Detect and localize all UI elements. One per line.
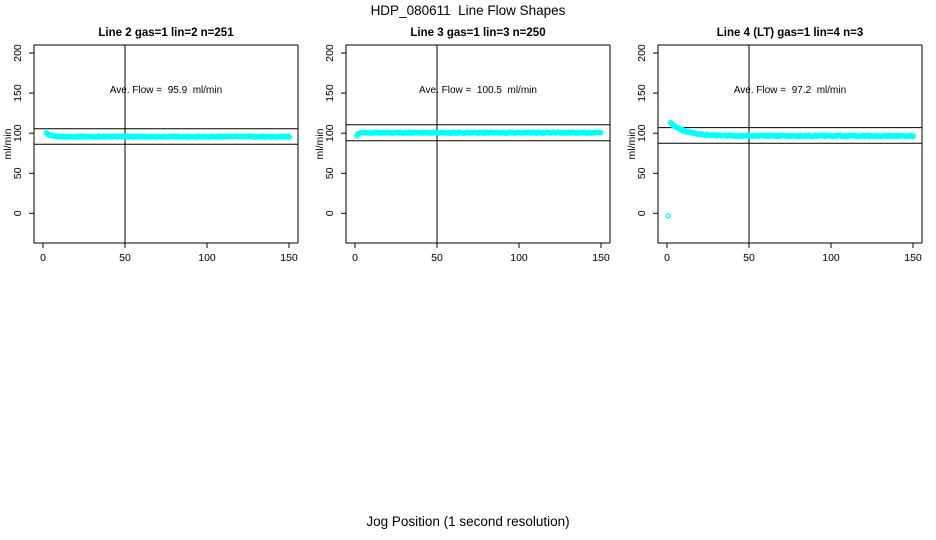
y-axis-title: ml/min bbox=[2, 128, 14, 159]
y-tick-label: 100 bbox=[636, 124, 648, 142]
data-points bbox=[353, 129, 604, 139]
data-points bbox=[665, 119, 917, 219]
data-point bbox=[910, 133, 917, 139]
y-tick-label: 200 bbox=[12, 44, 24, 62]
y-tick-label: 200 bbox=[636, 44, 648, 62]
x-tick-label: 0 bbox=[664, 252, 670, 264]
x-tick-label: 50 bbox=[743, 252, 755, 264]
x-tick-label: 0 bbox=[352, 252, 358, 264]
y-tick-label: 0 bbox=[12, 210, 24, 216]
y-tick-label: 150 bbox=[12, 84, 24, 102]
x-tick-label: 0 bbox=[40, 252, 46, 264]
x-tick-label: 50 bbox=[431, 252, 443, 264]
avg-flow-annotation: Ave. Flow = 97.2 ml/min bbox=[734, 85, 846, 96]
y-tick-label: 150 bbox=[324, 84, 336, 102]
avg-flow-annotation: Ave. Flow = 100.5 ml/min bbox=[419, 85, 537, 96]
y-axis-title: ml/min bbox=[626, 128, 638, 159]
data-point bbox=[597, 129, 604, 136]
chart-title: HDP_080611 Line Flow Shapes bbox=[370, 3, 566, 18]
x-axis-label: Jog Position (1 second resolution) bbox=[366, 514, 570, 529]
y-tick-label: 0 bbox=[324, 210, 336, 216]
x-tick-label: 150 bbox=[280, 252, 298, 264]
y-tick-label: 150 bbox=[636, 84, 648, 102]
y-tick-label: 50 bbox=[12, 167, 24, 179]
y-axis-title: ml/min bbox=[314, 128, 326, 159]
panel-2: 0 50 100 150 0 50 100 150 200 ml/min Line 3 gas=1 … bbox=[314, 27, 611, 264]
y-tick-label: 50 bbox=[636, 167, 648, 179]
plot-box bbox=[657, 44, 923, 244]
outlier-point bbox=[665, 212, 672, 219]
y-tick-label: 0 bbox=[636, 210, 648, 216]
x-tick-label: 100 bbox=[510, 252, 528, 264]
panel-3: 0 50 100 150 0 50 100 150 200 ml/min Line 4 (LT) g… bbox=[626, 27, 923, 264]
x-tick-label: 150 bbox=[904, 252, 922, 264]
x-tick-label: 100 bbox=[198, 252, 216, 264]
x-tick-label: 50 bbox=[119, 252, 131, 264]
panel-title: Line 2 gas=1 lin=2 n=251 bbox=[98, 27, 234, 39]
y-tick-label: 100 bbox=[324, 124, 336, 142]
x-tick-label: 150 bbox=[592, 252, 610, 264]
panel-title: Line 4 (LT) gas=1 lin=4 n=3 bbox=[717, 27, 863, 39]
y-tick-label: 50 bbox=[324, 167, 336, 179]
panel-1: 0 50 100 150 0 50 100 150 200 ml/min Line 2 gas=1 … bbox=[2, 27, 299, 264]
panel-title: Line 3 gas=1 lin=3 n=250 bbox=[410, 27, 545, 39]
data-points bbox=[43, 130, 293, 140]
x-tick-label: 100 bbox=[822, 252, 840, 264]
avg-flow-annotation: Ave. Flow = 95.9 ml/min bbox=[110, 85, 222, 96]
plot-box bbox=[345, 44, 611, 244]
y-tick-label: 200 bbox=[324, 44, 336, 62]
y-tick-label: 100 bbox=[12, 124, 24, 142]
plot-box bbox=[33, 44, 299, 244]
data-point bbox=[286, 134, 293, 140]
plot-area: 0 50 100 150 0 50 100 150 200 ml/min Line 2 gas=1 … bbox=[2, 27, 923, 264]
